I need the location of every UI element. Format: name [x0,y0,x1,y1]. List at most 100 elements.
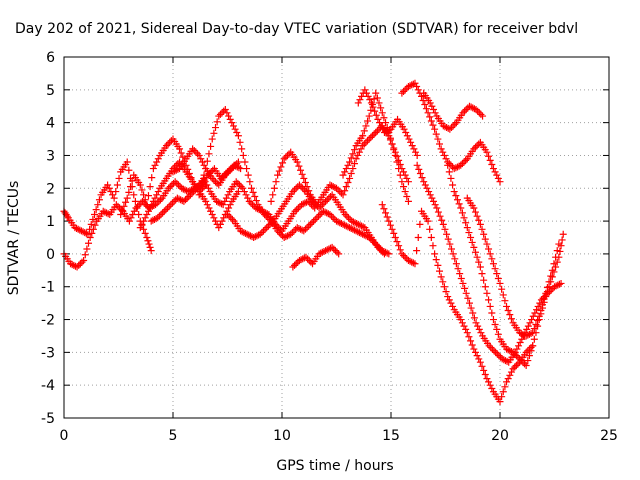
data-point-marker [472,106,480,114]
data-point-marker [431,109,439,117]
data-point-marker [177,149,185,157]
data-point-marker [173,194,181,202]
data-point-marker [346,174,354,182]
data-point-marker [425,188,433,196]
data-point-marker [122,198,130,206]
data-point-marker [154,188,162,196]
data-point-marker [429,121,437,129]
data-point-marker [499,388,507,396]
data-point-marker [401,86,409,94]
data-point-marker [488,255,496,263]
y-tick-label: 3 [46,148,55,164]
data-point-marker [68,261,76,269]
data-point-marker [522,332,530,340]
data-point-marker [362,89,370,97]
data-point-marker [151,161,159,169]
data-point-marker [357,145,365,153]
data-point-marker [343,212,351,220]
data-point-marker [67,260,75,268]
data-point-marker [336,188,344,196]
data-series [444,161,567,369]
data-point-marker [146,204,154,212]
data-point-marker [245,231,253,239]
data-series [224,181,388,258]
data-point-marker [247,199,255,207]
data-point-marker [525,352,533,360]
data-point-marker [395,165,403,173]
data-point-marker [422,105,430,113]
data-point-marker [481,235,489,243]
data-point-marker [166,138,174,146]
data-point-marker [301,179,309,187]
data-point-marker [475,140,483,148]
data-point-marker [365,112,373,120]
data-point-marker [379,248,387,256]
data-point-marker [437,273,445,281]
data-point-marker [373,94,381,102]
data-point-marker [445,160,453,168]
data-point-marker [486,250,494,258]
data-point-marker [125,166,133,174]
data-point-marker [157,211,165,219]
data-point-marker [488,384,496,392]
data-point-marker [462,106,470,114]
data-point-marker [113,181,121,189]
data-point-marker [342,165,350,173]
data-point-marker [238,145,246,153]
data-point-marker [292,260,300,268]
data-point-marker [444,161,452,169]
data-point-marker [494,174,502,182]
data-point-marker [223,109,231,117]
data-point-marker [525,345,533,353]
data-point-marker [317,249,325,257]
data-point-marker [327,192,335,200]
y-tick-label: 6 [46,50,55,66]
x-tick-label: 20 [491,428,509,444]
data-point-marker [333,248,341,256]
data-point-marker [226,166,234,174]
data-point-marker [413,151,421,159]
data-point-marker [476,358,484,366]
data-point-marker [362,138,370,146]
data-point-marker [493,171,501,179]
data-point-marker [354,99,362,107]
data-point-marker [354,228,362,236]
data-point-marker [483,289,491,297]
data-point-marker [176,145,184,153]
data-point-marker [423,184,431,192]
data-point-marker [370,95,378,103]
axis-ticks: 0 5 10 15 20 25 -5 -4 -3 -2 -1 0 1 2 3 4 5 6 [41,50,618,444]
data-point-marker [443,230,451,238]
data-point-marker [371,107,379,115]
data-point-marker [190,147,198,155]
data-point-marker [408,258,416,266]
data-point-marker [275,229,283,237]
data-point-marker [127,214,135,222]
data-point-marker [449,250,457,258]
data-point-marker [449,181,457,189]
data-point-marker [436,212,444,220]
data-point-marker [429,242,437,250]
data-point-marker [449,302,457,310]
data-point-marker [341,221,349,229]
data-point-marker [416,170,424,178]
data-point-marker [472,319,480,327]
data-point-marker [491,265,499,273]
data-point-marker [504,307,512,315]
data-point-marker [386,221,394,229]
data-point-marker [401,188,409,196]
data-point-marker [459,279,467,287]
data-point-marker [180,197,188,205]
data-point-marker [289,188,297,196]
data-point-marker [403,174,411,182]
data-point-marker [495,352,503,360]
data-point-marker [204,184,212,192]
data-point-marker [365,135,373,143]
data-point-marker [194,150,202,158]
data-point-marker [457,275,465,283]
data-point-marker [421,181,429,189]
data-point-marker [149,216,157,224]
data-point-marker [403,192,411,200]
data-point-marker [478,225,486,233]
data-point-marker [475,109,483,117]
